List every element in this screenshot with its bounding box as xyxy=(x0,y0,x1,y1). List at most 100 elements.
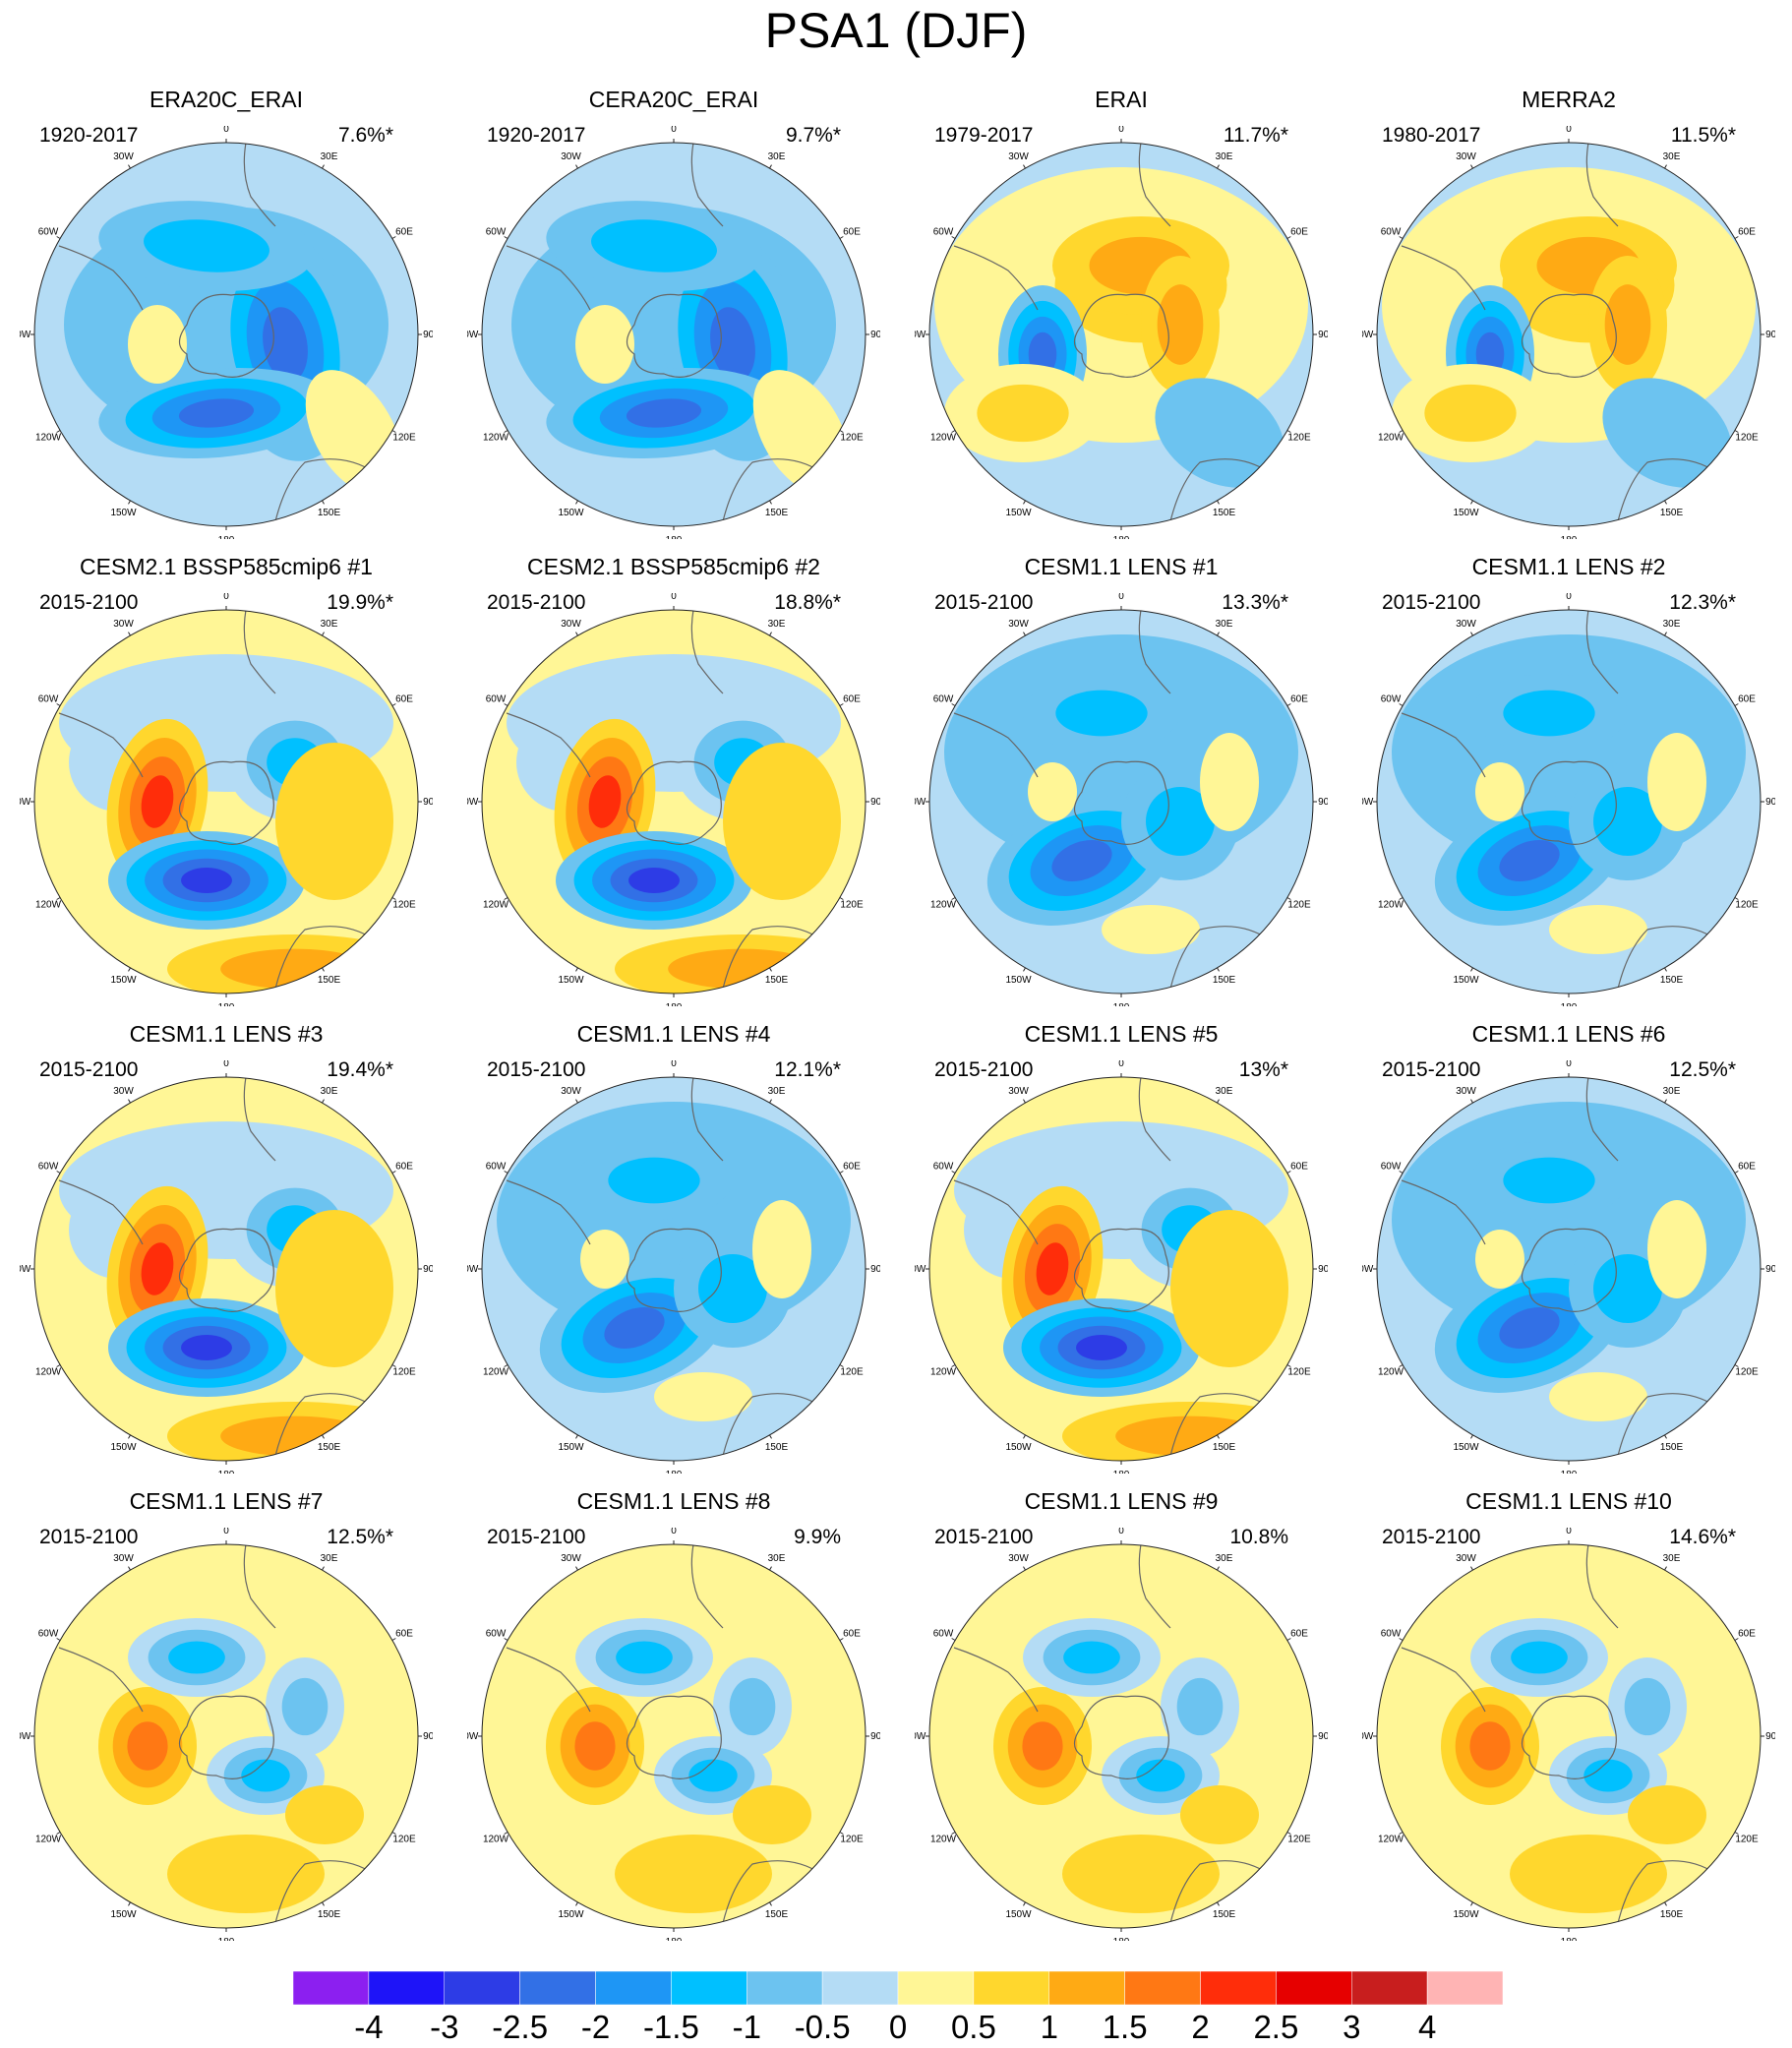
contour-region xyxy=(263,307,308,382)
map-panel: CESM2.1 BSSP585cmip6 #2 2015-2100 18.8%* 0 3… xyxy=(467,554,880,1016)
longitude-label: 60E xyxy=(843,1629,861,1640)
longitude-label: 30W xyxy=(1456,619,1476,630)
longitude-label: 150W xyxy=(558,508,584,518)
contour-region xyxy=(1647,733,1706,831)
contour-region xyxy=(167,1835,325,1913)
longitude-label: 90W xyxy=(1362,1731,1374,1742)
longitude-label: 0 xyxy=(223,1528,229,1536)
longitude-label: 30W xyxy=(1008,1553,1029,1564)
contour-region xyxy=(1136,1759,1185,1792)
longitude-label: 30E xyxy=(1663,1086,1681,1097)
contour-region xyxy=(1155,378,1284,488)
colorbar-swatch xyxy=(595,1971,672,2005)
longitude-label: 90W xyxy=(1362,1264,1374,1275)
longitude-label: 30W xyxy=(1008,151,1029,162)
longitude-label: 30E xyxy=(768,1086,786,1097)
polar-map: 0 30E 60E 90E 120E 150E 180 150W 120W 90W 60W 30W xyxy=(1362,1060,1775,1474)
longitude-label: 30W xyxy=(1456,151,1476,162)
antarctica-coastline xyxy=(626,1695,722,1779)
longitude-label: 120E xyxy=(1735,433,1759,444)
longitude-label: 150W xyxy=(558,1909,584,1920)
longitude-label: 120E xyxy=(392,1367,416,1378)
polar-map: 0 30E 60E 90E 120E 150E 180 150W 120W 90W 60W 30W xyxy=(915,126,1328,539)
south-america-coastline xyxy=(953,245,1039,311)
south-america-coastline xyxy=(506,712,591,778)
contour-region xyxy=(275,743,393,900)
contour-region xyxy=(616,1641,673,1674)
contour-region xyxy=(588,775,622,828)
longitude-label: 180 xyxy=(666,535,683,539)
longitude-label: 90E xyxy=(1765,797,1775,808)
contour-region xyxy=(1157,284,1204,365)
longitude-label: 0 xyxy=(1118,593,1124,602)
africa-coastline xyxy=(243,1077,276,1162)
longitude-label: 90E xyxy=(1318,797,1328,808)
contour-region xyxy=(733,1785,811,1844)
antarctica-coastline xyxy=(1521,760,1617,845)
longitude-label: 180 xyxy=(1561,1002,1578,1006)
polar-map: 0 30E 60E 90E 120E 150E 180 150W 120W 90W 60W 30W xyxy=(467,126,880,539)
longitude-label: 60W xyxy=(38,1629,59,1640)
longitude-label: 60E xyxy=(395,1162,413,1173)
contour-region xyxy=(1115,1416,1265,1457)
africa-coastline xyxy=(1585,610,1619,694)
colorbar-tick-label: 0 xyxy=(888,2009,908,2045)
longitude-label: 120E xyxy=(1287,900,1311,911)
longitude-label: 0 xyxy=(1118,126,1124,135)
longitude-label: 150E xyxy=(318,1909,341,1920)
contour-region xyxy=(1647,1200,1706,1298)
contour-region xyxy=(1028,762,1077,821)
longitude-label: 150E xyxy=(1660,975,1684,986)
colorbar-tick-label: -3 xyxy=(430,2009,459,2045)
colorbar-swatch xyxy=(1351,1971,1428,2005)
longitude-label: 150W xyxy=(1005,1442,1032,1453)
colorbar-swatch xyxy=(1276,1971,1352,2005)
longitude-label: 0 xyxy=(223,593,229,602)
polar-map: 0 30E 60E 90E 120E 150E 180 150W 120W 90W 60W 30W xyxy=(20,593,433,1006)
antarctica-coastline xyxy=(178,293,274,378)
panel-title: CESM1.1 LENS #8 xyxy=(576,1488,771,1514)
longitude-label: 60E xyxy=(843,227,861,238)
panel-period: 2015-2100 xyxy=(39,591,139,614)
contour-region xyxy=(1624,1677,1671,1736)
contour-region xyxy=(141,775,174,828)
colorbar xyxy=(293,1971,1503,2005)
panel-title: CESM1.1 LENS #9 xyxy=(1024,1488,1219,1514)
panel-title: CESM1.1 LENS #1 xyxy=(1024,554,1219,579)
longitude-label: 120E xyxy=(1735,900,1759,911)
panel-period: 2015-2100 xyxy=(487,1526,586,1548)
polar-map: 0 30E 60E 90E 120E 150E 180 150W 120W 90W 60W 30W xyxy=(467,1528,880,1941)
contour-region xyxy=(1051,840,1112,881)
longitude-label: 60E xyxy=(1290,1162,1308,1173)
longitude-label: 0 xyxy=(223,1060,229,1069)
map-panel: CESM1.1 LENS #7 2015-2100 12.5%* 0 30E 60E 90E… xyxy=(20,1488,433,1951)
map-panel: CESM1.1 LENS #1 2015-2100 13.3%* 0 30E 60E 90E… xyxy=(915,554,1328,1016)
south-america-coastline xyxy=(1401,1179,1486,1245)
longitude-label: 0 xyxy=(1566,126,1572,135)
map-panel: ERAI 1979-2017 11.7%* 0 30E 60E 90E 120E 150E 180… xyxy=(915,87,1328,549)
contour-region xyxy=(628,868,680,893)
polar-map: 0 30E 60E 90E 120E 150E 180 150W 120W 90W 60W 30W xyxy=(20,1528,433,1941)
longitude-label: 30W xyxy=(561,151,581,162)
longitude-label: 30W xyxy=(1456,1553,1476,1564)
africa-coastline xyxy=(1138,610,1171,694)
longitude-label: 0 xyxy=(1566,593,1572,602)
longitude-label: 150E xyxy=(765,1442,789,1453)
longitude-label: 150E xyxy=(1660,1909,1684,1920)
longitude-label: 150E xyxy=(1213,975,1236,986)
contour-region xyxy=(1180,1785,1259,1844)
longitude-label: 90E xyxy=(423,330,433,340)
longitude-label: 30E xyxy=(1216,1086,1233,1097)
longitude-label: 30E xyxy=(768,151,786,162)
colorbar-swatch xyxy=(973,1971,1049,2005)
longitude-label: 30E xyxy=(321,151,338,162)
colorbar-tick-label: -2.5 xyxy=(492,2009,549,2045)
colorbar-tick-label: 2.5 xyxy=(1253,2009,1299,2045)
map-panel: CESM1.1 LENS #4 2015-2100 12.1%* 0 30E 60E 90E… xyxy=(467,1021,880,1483)
antarctica-coastline xyxy=(1073,760,1169,845)
south-america-coastline xyxy=(58,245,144,311)
longitude-label: 150W xyxy=(1453,975,1479,986)
longitude-label: 120W xyxy=(35,1367,62,1378)
longitude-label: 150W xyxy=(110,508,137,518)
south-america-coastline xyxy=(1401,1647,1486,1713)
